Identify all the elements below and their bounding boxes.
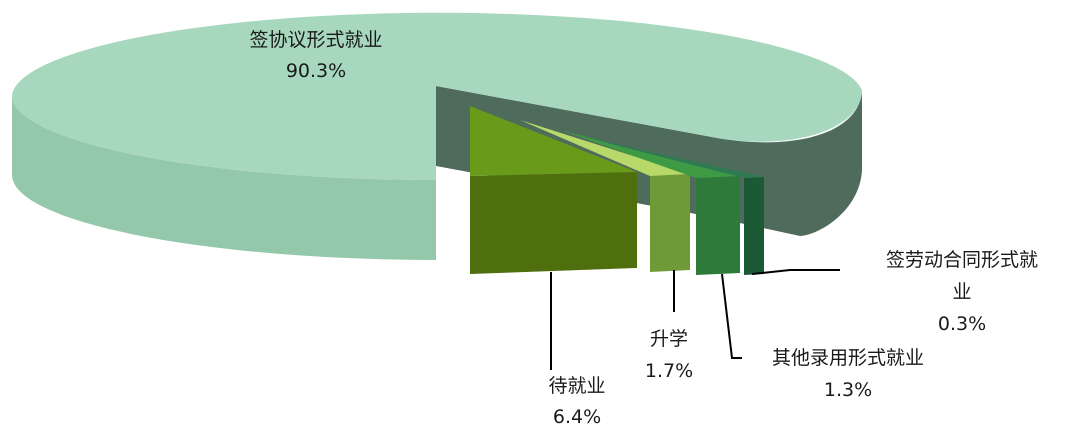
slice-value: 1.3%: [824, 379, 872, 401]
data-label-labor-contract: 签劳动合同形式就业 0.3%: [886, 249, 1038, 335]
slice-value: 6.4%: [553, 406, 601, 428]
slice-label: 升学: [650, 328, 688, 350]
slice-label: 其他录用形式就业: [772, 347, 924, 369]
data-label-further-study: 升学 1.7%: [645, 328, 693, 382]
pie-slice-labor-contract-employment: [580, 136, 764, 275]
data-label-other-employment: 其他录用形式就业 1.3%: [772, 347, 924, 401]
data-label-awaiting-employment: 待就业 6.4%: [548, 375, 605, 428]
leader-line-other-employment: [721, 273, 742, 359]
slice-label: 签劳动合同形式就业: [886, 249, 1038, 303]
slice-value: 1.7%: [645, 360, 693, 382]
data-label-agreement-employment: 签协议形式就业 90.3%: [249, 29, 382, 82]
slice-label: 签协议形式就业: [249, 29, 382, 51]
slice-value: 90.3%: [286, 60, 346, 82]
leader-line-labor-contract: [751, 269, 840, 275]
slice-value: 0.3%: [938, 313, 986, 335]
pie-slice-further-study: [520, 120, 690, 272]
slice-label: 待就业: [548, 375, 605, 397]
pie-slice-awaiting-employment: [470, 106, 637, 274]
